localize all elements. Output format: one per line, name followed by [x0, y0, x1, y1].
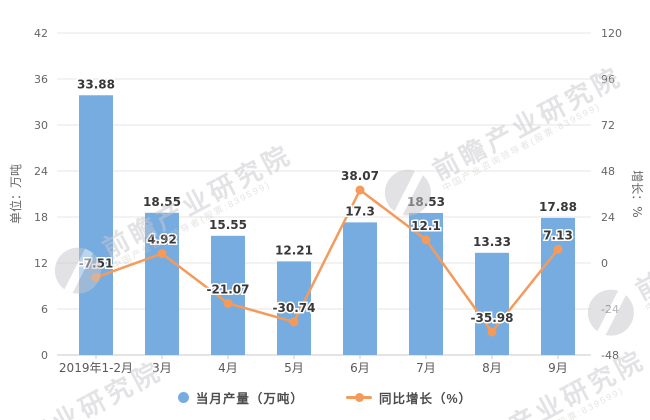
y-axis-tick-left: 24 — [34, 165, 48, 178]
y-axis-tick-right: 0 — [601, 257, 608, 270]
line-value-label: 38.07 — [341, 169, 379, 183]
bar — [277, 261, 311, 355]
line-value-label: 4.92 — [147, 233, 177, 247]
bar — [409, 212, 443, 355]
bar-value-label: 33.88 — [77, 77, 115, 91]
line-point — [355, 185, 365, 195]
line-value-label: -21.07 — [207, 282, 250, 296]
x-axis-label: 9月 — [548, 361, 568, 375]
line-value-label: -7.51 — [79, 256, 114, 270]
line-point — [157, 249, 167, 259]
y-axis-tick-right: 48 — [601, 165, 615, 178]
line-point — [91, 272, 101, 282]
y-axis-tick-right: 24 — [601, 211, 615, 224]
right-axis-title: 增长：% — [630, 170, 644, 217]
x-axis-label: 5月 — [284, 361, 304, 375]
x-axis-label: 6月 — [350, 361, 370, 375]
bar-value-label: 12.21 — [275, 243, 313, 257]
legend-item-yoy-growth[interactable]: 同比增长（%） — [345, 388, 473, 407]
bar-value-label: 17.3 — [345, 204, 375, 218]
bar-value-label: 13.33 — [473, 235, 511, 249]
y-axis-tick-left: 0 — [41, 349, 48, 362]
x-axis-label: 4月 — [218, 361, 238, 375]
growth-line — [95, 188, 559, 334]
line-value-label: -35.98 — [471, 311, 514, 325]
legend-label: 当月产量（万吨） — [195, 392, 304, 406]
bar — [145, 212, 179, 355]
legend-line-marker-icon — [345, 393, 372, 402]
x-axis-label: 7月 — [416, 361, 436, 375]
y-axis-tick-left: 12 — [34, 257, 48, 270]
legend-bar-marker-icon — [177, 392, 189, 403]
x-axis-label: 8月 — [482, 361, 502, 375]
line-value-label: -30.74 — [273, 301, 316, 315]
line-value-label: 12.1 — [411, 219, 441, 233]
bar — [541, 217, 575, 355]
y-axis-tick-left: 30 — [34, 119, 48, 132]
y-axis-tick-right: -48 — [601, 349, 619, 362]
x-axis-label: 2019年1-2月 — [59, 361, 133, 375]
bar — [475, 252, 509, 355]
line-point — [223, 298, 233, 308]
line-point — [289, 317, 299, 327]
bar — [343, 222, 377, 355]
y-axis-tick-right: -24 — [601, 303, 619, 316]
left-axis-title: 单位：万吨 — [8, 164, 23, 224]
y-axis-tick-left: 6 — [41, 303, 48, 316]
y-axis-tick-right: 72 — [601, 119, 615, 132]
line-point — [421, 235, 431, 245]
y-axis-tick-right: 96 — [601, 73, 615, 86]
line-value-label: 7.13 — [543, 228, 573, 242]
bar — [79, 95, 113, 356]
y-axis-tick-right: 120 — [601, 27, 622, 40]
y-axis-tick-left: 42 — [34, 27, 48, 40]
bar-value-label: 18.53 — [407, 195, 445, 209]
y-axis-tick-left: 36 — [34, 73, 48, 86]
line-point — [487, 327, 497, 337]
legend-item-monthly-production[interactable]: 当月产量（万吨） — [177, 388, 304, 407]
bar-value-label: 15.55 — [209, 218, 247, 232]
bar-value-label: 18.55 — [143, 195, 181, 209]
line-point — [553, 244, 563, 254]
legend-label: 同比增长（%） — [378, 392, 473, 406]
y-axis-tick-left: 18 — [34, 211, 48, 224]
legend: 当月产量（万吨） 同比增长（%） — [0, 388, 650, 407]
x-axis-label: 3月 — [152, 361, 172, 375]
bar-value-label: 17.88 — [539, 200, 577, 214]
